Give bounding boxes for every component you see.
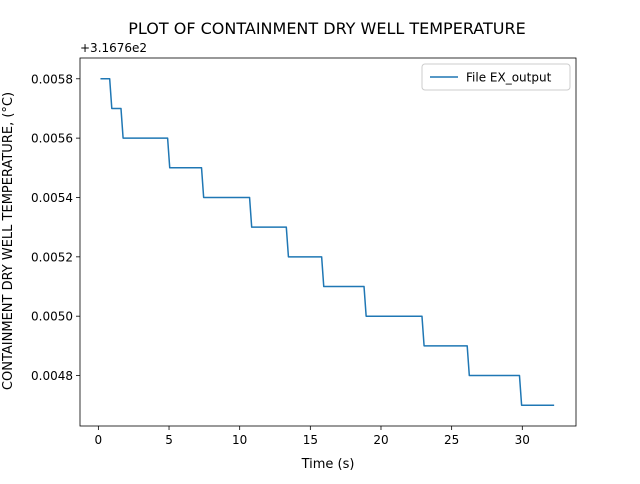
x-tick-label: 0 — [95, 433, 103, 447]
x-tick-label: 20 — [373, 433, 388, 447]
y-tick-label: 0.0048 — [31, 369, 73, 383]
x-tick-label: 25 — [444, 433, 459, 447]
y-tick-label: 0.0054 — [31, 191, 73, 205]
axes-frame — [79, 57, 577, 427]
x-tick-label: 5 — [165, 433, 173, 447]
x-axis-label: Time (s) — [301, 457, 355, 472]
y-axis-label: CONTAINMENT DRY WELL TEMPERATURE, (°C) — [1, 92, 16, 390]
chart-title: PLOT OF CONTAINMENT DRY WELL TEMPERATURE — [128, 19, 525, 38]
x-tick-label: 15 — [303, 433, 318, 447]
y-tick-label: 0.0058 — [31, 72, 73, 86]
x-tick-label: 10 — [232, 433, 247, 447]
series-line-0 — [100, 78, 555, 406]
y-tick-label: 0.0050 — [31, 310, 73, 324]
x-tick-label: 30 — [515, 433, 530, 447]
y-axis-offset-label: +3.1676e2 — [80, 41, 147, 55]
legend-box — [421, 63, 571, 91]
y-tick-label: 0.0052 — [31, 250, 73, 264]
legend-label: File EX_output — [466, 71, 552, 85]
plot-area: 0 5 10 15 20 25 30 0.0048 0.0050 0.0052 0.0054 0.00… — [31, 57, 577, 447]
y-tick-label: 0.0056 — [31, 132, 73, 146]
